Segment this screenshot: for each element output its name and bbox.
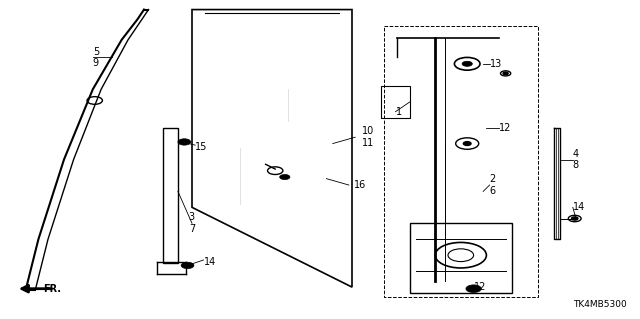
Circle shape	[462, 61, 472, 66]
Text: 15: 15	[195, 142, 207, 152]
Circle shape	[466, 285, 481, 293]
Circle shape	[463, 142, 471, 145]
Circle shape	[280, 174, 290, 180]
Circle shape	[181, 262, 194, 269]
Text: TK4MB5300: TK4MB5300	[573, 300, 627, 309]
Circle shape	[178, 139, 191, 145]
Text: 14: 14	[573, 202, 585, 212]
Text: 4
8: 4 8	[573, 149, 579, 170]
Text: 14: 14	[204, 256, 216, 267]
Text: 1: 1	[396, 107, 402, 117]
Text: 10
11: 10 11	[362, 126, 374, 148]
Circle shape	[503, 72, 508, 75]
Text: 5
9: 5 9	[93, 47, 99, 68]
Circle shape	[572, 217, 578, 220]
Text: 16: 16	[354, 180, 366, 190]
Text: 13: 13	[490, 59, 502, 69]
Text: FR.: FR.	[44, 284, 61, 294]
Text: 2
6: 2 6	[490, 174, 496, 196]
Text: 3
7: 3 7	[189, 212, 195, 234]
Text: 12: 12	[474, 282, 486, 292]
Text: 12: 12	[499, 122, 511, 133]
